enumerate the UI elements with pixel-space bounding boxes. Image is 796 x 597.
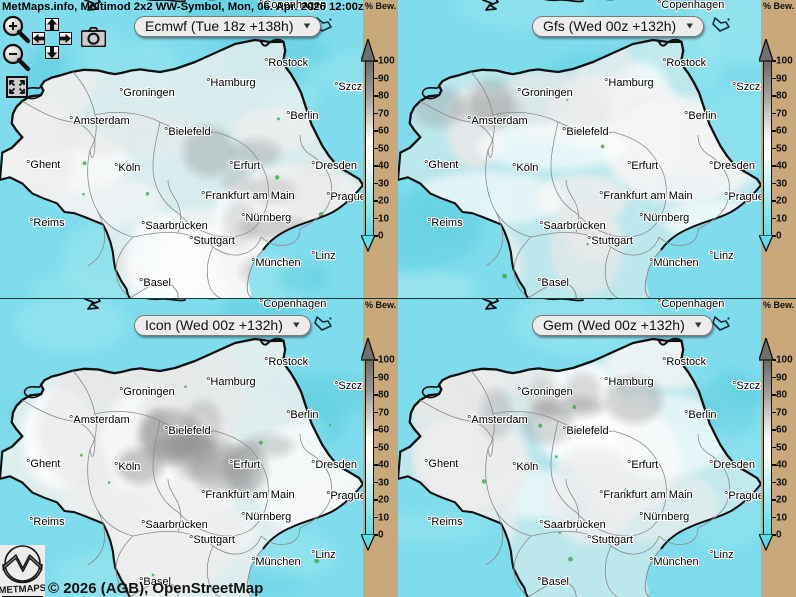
svg-text:°Stuttgart: °Stuttgart (587, 534, 633, 546)
svg-text:°Prague: °Prague (326, 490, 363, 502)
svg-text:°Dresden: °Dresden (311, 160, 357, 172)
svg-text:°Frankfurt am Main: °Frankfurt am Main (201, 190, 295, 202)
svg-text:°Hamburg: °Hamburg (206, 376, 256, 388)
svg-text:°Dresden: °Dresden (311, 459, 357, 471)
svg-text:°Bielefeld: °Bielefeld (164, 126, 211, 138)
svg-text:°Ghent: °Ghent (424, 159, 458, 171)
svg-text:°Erfurt: °Erfurt (229, 160, 260, 172)
svg-text:°Köln: °Köln (114, 461, 140, 473)
svg-text:°Reims: °Reims (427, 217, 463, 229)
svg-text:°Berlin: °Berlin (286, 409, 319, 421)
svg-text:°Erfurt: °Erfurt (627, 160, 658, 172)
svg-text:°Szczecin: °Szczecin (334, 380, 363, 392)
svg-text:METMAPS: METMAPS (0, 583, 45, 596)
svg-text:°Rostock: °Rostock (662, 57, 707, 69)
svg-text:°Basel: °Basel (139, 277, 171, 289)
svg-text:°Köln: °Köln (114, 162, 140, 174)
svg-text:°Linz: °Linz (311, 250, 336, 262)
svg-text:°Ghent: °Ghent (424, 458, 458, 470)
svg-text:°Szczecin: °Szczecin (732, 380, 761, 392)
svg-text:°München: °München (649, 556, 699, 568)
svg-text:°Hamburg: °Hamburg (604, 77, 654, 89)
svg-text:°Groningen: °Groningen (119, 87, 175, 99)
svg-text:°Linz: °Linz (709, 250, 734, 262)
svg-text:°Frankfurt am Main: °Frankfurt am Main (599, 190, 693, 202)
svg-text:°Rostock: °Rostock (662, 356, 707, 368)
svg-text:°Nürnberg: °Nürnberg (241, 212, 291, 224)
svg-text:°Szczecin: °Szczecin (732, 81, 761, 93)
svg-text:°Berlin: °Berlin (286, 110, 319, 122)
svg-text:°Bielefeld: °Bielefeld (562, 126, 609, 138)
svg-text:°München: °München (649, 257, 699, 269)
svg-text:°Bielefeld: °Bielefeld (164, 425, 211, 437)
svg-text:°Amsterdam: °Amsterdam (69, 115, 130, 127)
svg-text:°Linz: °Linz (709, 549, 734, 561)
svg-text:°Hamburg: °Hamburg (604, 376, 654, 388)
svg-text:°Saarbrücken: °Saarbrücken (539, 220, 606, 232)
svg-text:°Prague: °Prague (326, 191, 363, 203)
svg-text:°Rostock: °Rostock (264, 356, 309, 368)
svg-text:°Copenhagen: °Copenhagen (657, 0, 724, 11)
svg-text:°Saarbrücken: °Saarbrücken (539, 519, 606, 531)
svg-text:°Köln: °Köln (512, 461, 538, 473)
svg-text:°Berlin: °Berlin (684, 110, 717, 122)
svg-text:°Reims: °Reims (29, 516, 65, 528)
svg-text:°Dresden: °Dresden (709, 459, 755, 471)
svg-text:°Copenhagen: °Copenhagen (259, 299, 326, 310)
svg-text:°Erfurt: °Erfurt (627, 459, 658, 471)
svg-text:°Stuttgart: °Stuttgart (587, 235, 633, 247)
svg-text:°Reims: °Reims (427, 516, 463, 528)
svg-text:°Prague: °Prague (724, 490, 761, 502)
svg-text:°Nürnberg: °Nürnberg (639, 511, 689, 523)
svg-text:°München: °München (251, 556, 301, 568)
svg-text:°Bielefeld: °Bielefeld (562, 425, 609, 437)
svg-text:°Hamburg: °Hamburg (206, 77, 256, 89)
svg-text:°Ghent: °Ghent (26, 159, 60, 171)
svg-text:°Erfurt: °Erfurt (229, 459, 260, 471)
svg-text:°Basel: °Basel (537, 576, 569, 588)
svg-text:°Stuttgart: °Stuttgart (189, 235, 235, 247)
svg-text:°Dresden: °Dresden (709, 160, 755, 172)
svg-text:°Saarbrücken: °Saarbrücken (141, 220, 208, 232)
svg-text:°Prague: °Prague (724, 191, 761, 203)
svg-text:°Groningen: °Groningen (119, 386, 175, 398)
svg-text:°Ghent: °Ghent (26, 458, 60, 470)
svg-text:°Köln: °Köln (512, 162, 538, 174)
svg-text:°Frankfurt am Main: °Frankfurt am Main (201, 489, 295, 501)
svg-text:°Groningen: °Groningen (517, 386, 573, 398)
svg-text:°Rostock: °Rostock (264, 57, 309, 69)
svg-text:°Szczecin: °Szczecin (334, 81, 363, 93)
svg-text:°Basel: °Basel (537, 277, 569, 289)
svg-text:°Linz: °Linz (311, 549, 336, 561)
svg-text:°Copenhagen: °Copenhagen (657, 299, 724, 310)
svg-text:°Berlin: °Berlin (684, 409, 717, 421)
svg-text:°Amsterdam: °Amsterdam (69, 414, 130, 426)
svg-text:°Nürnberg: °Nürnberg (241, 511, 291, 523)
svg-text:°Reims: °Reims (29, 217, 65, 229)
svg-text:°Nürnberg: °Nürnberg (639, 212, 689, 224)
svg-text:°Groningen: °Groningen (517, 87, 573, 99)
svg-text:°Saarbrücken: °Saarbrücken (141, 519, 208, 531)
svg-text:°Amsterdam: °Amsterdam (467, 414, 528, 426)
svg-text:°Stuttgart: °Stuttgart (189, 534, 235, 546)
svg-text:°München: °München (251, 257, 301, 269)
svg-text:°Frankfurt am Main: °Frankfurt am Main (599, 489, 693, 501)
svg-text:°Amsterdam: °Amsterdam (467, 115, 528, 127)
